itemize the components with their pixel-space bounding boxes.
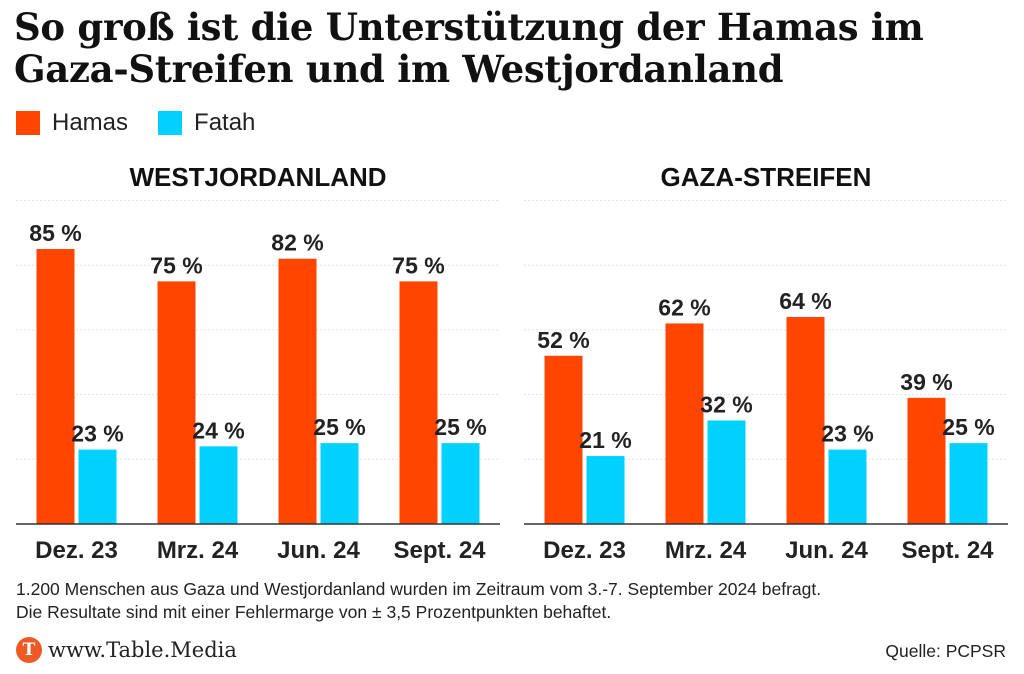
footnote: 1.200 Menschen aus Gaza und Westjordanla… bbox=[16, 578, 821, 624]
data-label-westjordanland-fatah-2: 25 % bbox=[313, 414, 365, 440]
bar-gaza-fatah-2 bbox=[828, 449, 867, 524]
panel-title-gaza: GAZA-STREIFEN bbox=[661, 162, 872, 192]
source-label: Quelle: PCPSR bbox=[885, 641, 1006, 661]
bar-charts: WESTJORDANLAND 85 % 23 % Dez. 23 75 % 24 % Mrz… bbox=[16, 162, 1008, 564]
data-label-westjordanland-hamas-2: 82 % bbox=[271, 230, 323, 256]
bar-gaza-hamas-3 bbox=[907, 397, 946, 524]
legend-label-hamas: Hamas bbox=[52, 109, 129, 136]
data-label-westjordanland-fatah-1: 24 % bbox=[192, 417, 244, 443]
bar-westjordanland-hamas-1 bbox=[157, 281, 196, 524]
brand[interactable]: T www.Table.Media bbox=[16, 637, 237, 663]
brand-url: www.Table.Media bbox=[48, 638, 237, 662]
data-label-westjordanland-fatah-3: 25 % bbox=[434, 414, 486, 440]
legend-item-hamas: Hamas bbox=[16, 109, 128, 137]
table-media-logo-icon: T bbox=[16, 637, 42, 663]
footnote-line-1: 1.200 Menschen aus Gaza und Westjordanla… bbox=[16, 579, 822, 599]
footnote-line-2: Die Resultate sind mit einer Fehlermarge… bbox=[16, 602, 612, 622]
x-tick-westjordanland-1: Mrz. 24 bbox=[157, 537, 239, 564]
bar-gaza-fatah-3 bbox=[949, 443, 988, 524]
bar-gaza-hamas-0 bbox=[544, 355, 583, 524]
data-label-gaza-fatah-0: 21 % bbox=[579, 427, 631, 453]
legend-label-fatah: Fatah bbox=[194, 109, 256, 136]
bar-westjordanland-hamas-3 bbox=[399, 281, 438, 524]
data-label-gaza-fatah-3: 25 % bbox=[942, 414, 994, 440]
data-label-westjordanland-hamas-3: 75 % bbox=[392, 252, 444, 278]
chart-title: So groß ist die Unterstützung der Hamas … bbox=[14, 5, 924, 91]
legend-swatch-hamas bbox=[16, 111, 40, 135]
x-tick-gaza-2: Jun. 24 bbox=[785, 537, 868, 564]
x-tick-gaza-0: Dez. 23 bbox=[543, 537, 626, 564]
data-label-westjordanland-hamas-1: 75 % bbox=[150, 252, 202, 278]
x-tick-westjordanland-2: Jun. 24 bbox=[277, 537, 360, 564]
bar-westjordanland-fatah-0 bbox=[78, 449, 117, 524]
data-label-gaza-hamas-2: 64 % bbox=[779, 288, 831, 314]
data-label-gaza-hamas-1: 62 % bbox=[658, 294, 710, 320]
data-label-westjordanland-fatah-0: 23 % bbox=[71, 421, 123, 447]
x-tick-gaza-1: Mrz. 24 bbox=[665, 537, 747, 564]
legend-item-fatah: Fatah bbox=[158, 109, 255, 137]
data-label-gaza-fatah-1: 32 % bbox=[700, 391, 752, 417]
bar-westjordanland-hamas-2 bbox=[278, 258, 317, 524]
data-label-gaza-fatah-2: 23 % bbox=[821, 421, 873, 447]
data-label-gaza-hamas-0: 52 % bbox=[537, 327, 589, 353]
data-label-gaza-hamas-3: 39 % bbox=[900, 369, 952, 395]
data-label-westjordanland-hamas-0: 85 % bbox=[29, 220, 81, 246]
bar-westjordanland-fatah-2 bbox=[320, 443, 359, 524]
bar-gaza-hamas-1 bbox=[665, 323, 704, 524]
x-tick-gaza-3: Sept. 24 bbox=[901, 537, 994, 564]
bar-westjordanland-hamas-0 bbox=[36, 249, 75, 524]
panel-title-westjordanland: WESTJORDANLAND bbox=[129, 162, 386, 192]
bar-gaza-fatah-0 bbox=[586, 456, 625, 524]
legend: Hamas Fatah bbox=[16, 108, 285, 138]
x-tick-westjordanland-3: Sept. 24 bbox=[393, 537, 486, 564]
x-tick-westjordanland-0: Dez. 23 bbox=[35, 537, 118, 564]
bar-westjordanland-fatah-3 bbox=[441, 443, 480, 524]
legend-swatch-fatah bbox=[158, 111, 183, 135]
bar-gaza-fatah-1 bbox=[707, 420, 746, 524]
bar-gaza-hamas-2 bbox=[786, 316, 825, 524]
bar-westjordanland-fatah-1 bbox=[199, 446, 238, 524]
